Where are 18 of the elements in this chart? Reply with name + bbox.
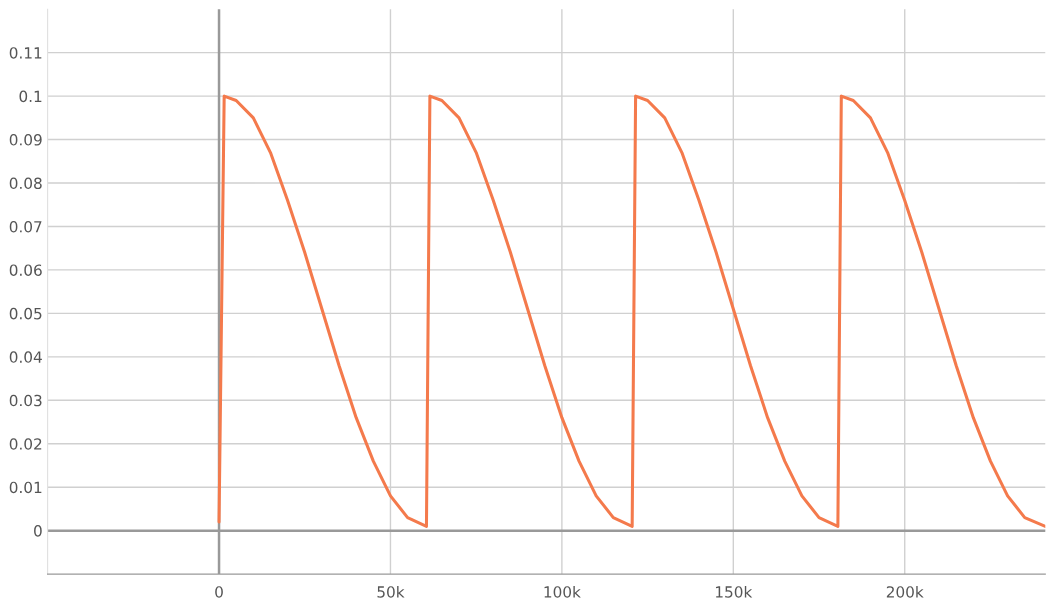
x-tick-label: 100k	[544, 585, 581, 598]
x-tick-label: 0	[215, 586, 223, 598]
y-tick-label: 0.02	[9, 438, 42, 450]
y-tick-label: 0.01	[9, 481, 42, 494]
y-tick-label: 0.06	[9, 264, 42, 276]
y-tick-label: 0.08	[9, 177, 42, 190]
y-tick-label: 0.11	[9, 47, 42, 59]
y-tick-label: 0.09	[9, 134, 42, 146]
y-tick-label: 0.05	[9, 307, 42, 320]
x-tick-label: 200k	[886, 585, 924, 598]
line-series	[217, 94, 1046, 528]
y-tick-label: 0.07	[9, 220, 42, 233]
y-tick-label: 0.04	[9, 351, 42, 363]
x-tick-label: 50k	[377, 585, 405, 598]
y-tick-label: 0.1	[19, 90, 42, 103]
y-tick-label: 0.03	[9, 394, 42, 407]
y-tick-label: 0	[34, 525, 42, 537]
x-tick-label: 150k	[715, 585, 753, 598]
